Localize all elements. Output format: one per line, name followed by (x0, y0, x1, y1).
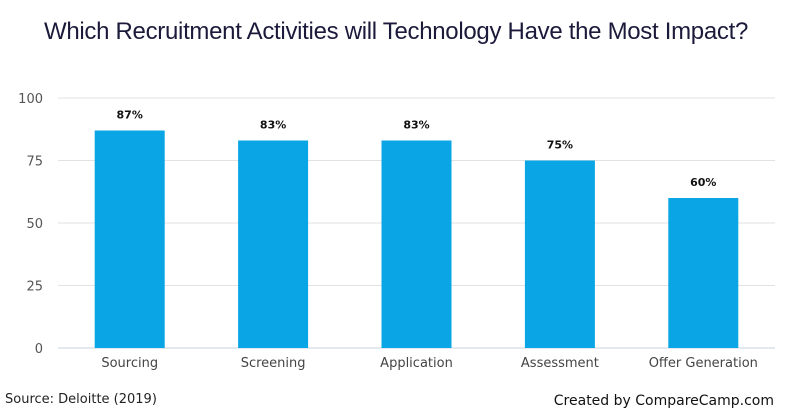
bar (238, 140, 309, 348)
y-tick-label: 50 (26, 217, 43, 232)
chart-title: Which Recruitment Activities will Techno… (43, 18, 749, 45)
x-tick-label: Offer Generation (649, 356, 758, 371)
x-tick-label: Screening (241, 356, 306, 371)
y-tick-label: 0 (35, 342, 43, 357)
data-label: 83% (403, 119, 429, 132)
credit-note: Created by CompareCamp.com (553, 393, 774, 409)
data-label: 75% (547, 139, 573, 152)
bar (524, 160, 595, 348)
bar (381, 140, 452, 348)
data-label: 60% (690, 176, 716, 189)
x-tick-label: Application (380, 356, 453, 371)
y-tick-label: 75 (26, 155, 43, 170)
data-label: 83% (260, 119, 286, 132)
x-tick-label: Assessment (521, 356, 599, 371)
y-tick-label: 100 (18, 92, 43, 107)
source-note: Source: Deloitte (2019) (5, 392, 157, 407)
y-tick-label: 25 (26, 280, 43, 295)
bar (668, 198, 739, 348)
data-label: 87% (117, 109, 143, 122)
x-tick-label: Sourcing (101, 356, 158, 371)
bar (94, 130, 165, 348)
